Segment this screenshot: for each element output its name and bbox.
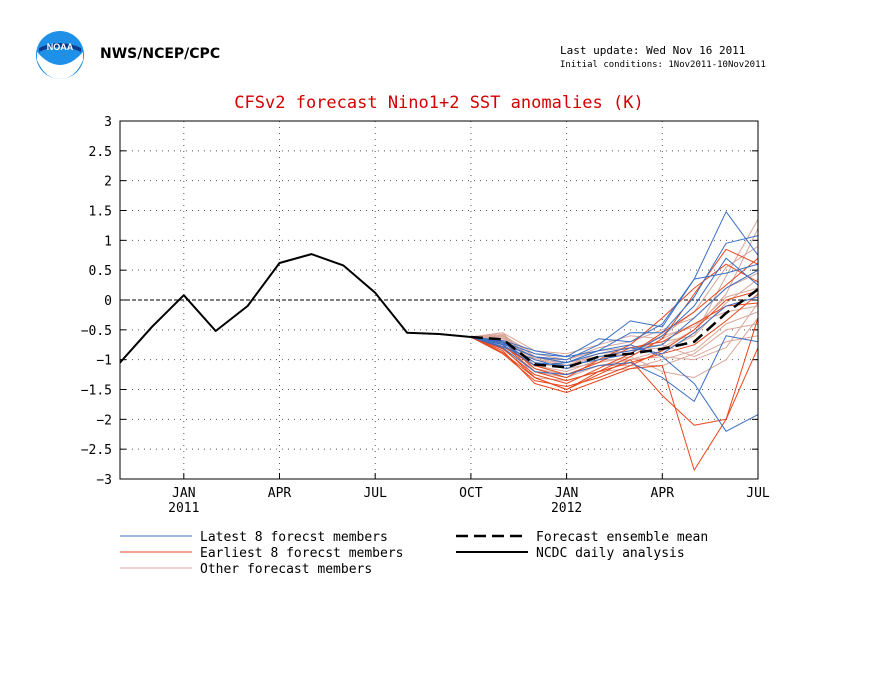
other-member-line (470, 278, 758, 376)
y-tick-label: 2.5 (89, 145, 112, 160)
y-tick-label: −1 (96, 354, 112, 369)
x-tick-label: JUL (363, 486, 387, 501)
earliest-member-line (470, 263, 758, 379)
earliest-member-line (470, 293, 758, 390)
plot-frame (119, 120, 759, 480)
legend-label-mean: Forecast ensemble mean (536, 530, 708, 545)
latest-member-line (470, 335, 758, 402)
x-tick-label: JAN (172, 486, 195, 501)
latest-member-line (470, 336, 758, 432)
other-member-line (470, 219, 758, 361)
x-tick-label: APR (651, 486, 675, 501)
update-info: Last update: Wed Nov 16 2011 Initial con… (560, 44, 766, 72)
logo-text: NOAA (47, 42, 74, 52)
analysis-line (120, 253, 471, 364)
y-tick-label: 1.5 (89, 205, 112, 220)
y-tick-label: 2 (104, 175, 112, 190)
y-tick-label: −3 (96, 473, 112, 488)
y-tick-label: 3 (104, 115, 112, 130)
y-tick-label: −2.5 (81, 443, 112, 458)
y-tick-label: 0 (104, 294, 112, 309)
initial-conditions-text: Initial conditions: 1Nov2011-10Nov2011 (560, 60, 766, 70)
y-tick-label: −2 (96, 413, 112, 428)
x-tick-label: APR (268, 486, 292, 501)
x-tick-label: OCT (459, 486, 483, 501)
latest-member-line (470, 211, 758, 361)
earliest-member-line (470, 257, 758, 384)
agency-label: NWS/NCEP/CPC (100, 46, 221, 62)
y-tick-label: −1.5 (81, 384, 112, 399)
x-tick-year-label: 2012 (551, 501, 582, 516)
latest-member-line (470, 263, 758, 358)
y-tick-label: 1 (104, 234, 112, 249)
latest-member-line (470, 257, 758, 367)
legend-label-other: Other forecast members (200, 562, 372, 577)
legend-label-earliest: Earliest 8 forecst members (200, 546, 404, 561)
ensemble-mean-line (470, 288, 758, 369)
legend-label-analysis: NCDC daily analysis (536, 546, 685, 561)
legend-label-latest: Latest 8 forecst members (200, 530, 388, 545)
y-tick-label: −0.5 (81, 324, 112, 339)
x-tick-label: JUL (746, 486, 770, 501)
x-tick-label: JAN (555, 486, 578, 501)
noaa-logo: NOAA (35, 30, 85, 84)
latest-member-line (470, 235, 758, 367)
other-member-line (470, 311, 758, 382)
last-update-text: Last update: Wed Nov 16 2011 (560, 44, 746, 57)
chart-title: CFSv2 forecast Nino1+2 SST anomalies (K) (234, 93, 643, 113)
x-tick-year-label: 2011 (168, 501, 199, 516)
latest-member-line (470, 296, 758, 364)
y-tick-label: 0.5 (89, 264, 112, 279)
